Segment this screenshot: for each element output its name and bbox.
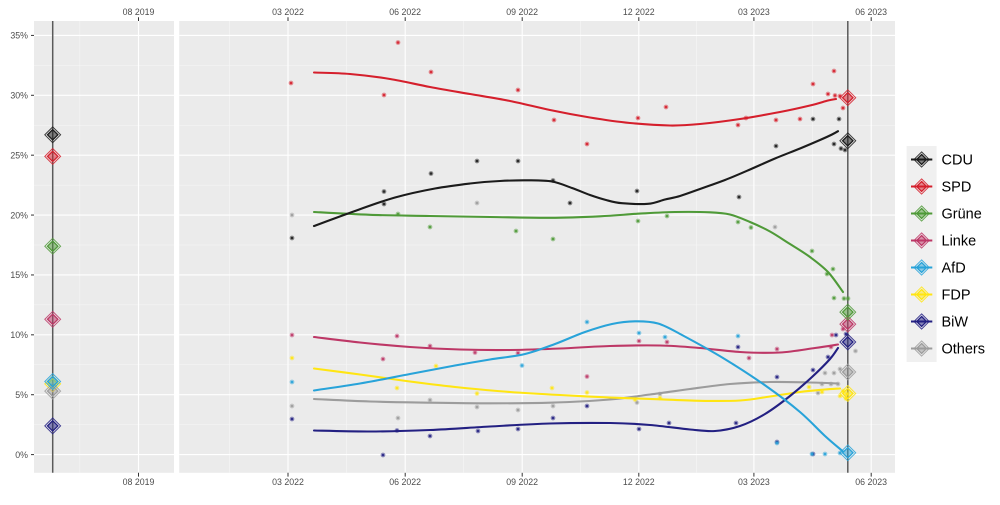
svg-text:03 2022: 03 2022	[272, 477, 304, 487]
svg-text:AfD: AfD	[942, 261, 966, 277]
svg-text:5%: 5%	[15, 390, 28, 400]
svg-text:SPD: SPD	[942, 180, 972, 196]
svg-text:03 2022: 03 2022	[272, 7, 304, 17]
svg-text:12 2022: 12 2022	[623, 7, 655, 17]
svg-text:20%: 20%	[10, 210, 28, 220]
svg-text:Others: Others	[942, 342, 986, 358]
svg-text:30%: 30%	[10, 90, 28, 100]
svg-text:09 2022: 09 2022	[506, 477, 538, 487]
svg-text:09 2022: 09 2022	[506, 7, 538, 17]
svg-text:FDP: FDP	[942, 288, 971, 304]
svg-text:10%: 10%	[10, 330, 28, 340]
svg-text:03 2023: 03 2023	[738, 7, 770, 17]
svg-text:06 2022: 06 2022	[389, 477, 421, 487]
svg-text:0%: 0%	[15, 450, 28, 460]
svg-text:12 2022: 12 2022	[623, 477, 655, 487]
svg-text:15%: 15%	[10, 270, 28, 280]
svg-text:BiW: BiW	[942, 315, 969, 331]
svg-text:25%: 25%	[10, 150, 28, 160]
svg-text:CDU: CDU	[942, 153, 973, 169]
svg-text:03 2023: 03 2023	[738, 477, 770, 487]
svg-text:06 2022: 06 2022	[389, 7, 421, 17]
svg-text:06 2023: 06 2023	[855, 477, 887, 487]
svg-text:Grüne: Grüne	[942, 207, 982, 223]
svg-text:08 2019: 08 2019	[123, 477, 155, 487]
svg-text:06 2023: 06 2023	[855, 7, 887, 17]
svg-text:08 2019: 08 2019	[123, 7, 155, 17]
svg-text:Linke: Linke	[942, 234, 977, 250]
svg-text:35%: 35%	[10, 31, 28, 41]
